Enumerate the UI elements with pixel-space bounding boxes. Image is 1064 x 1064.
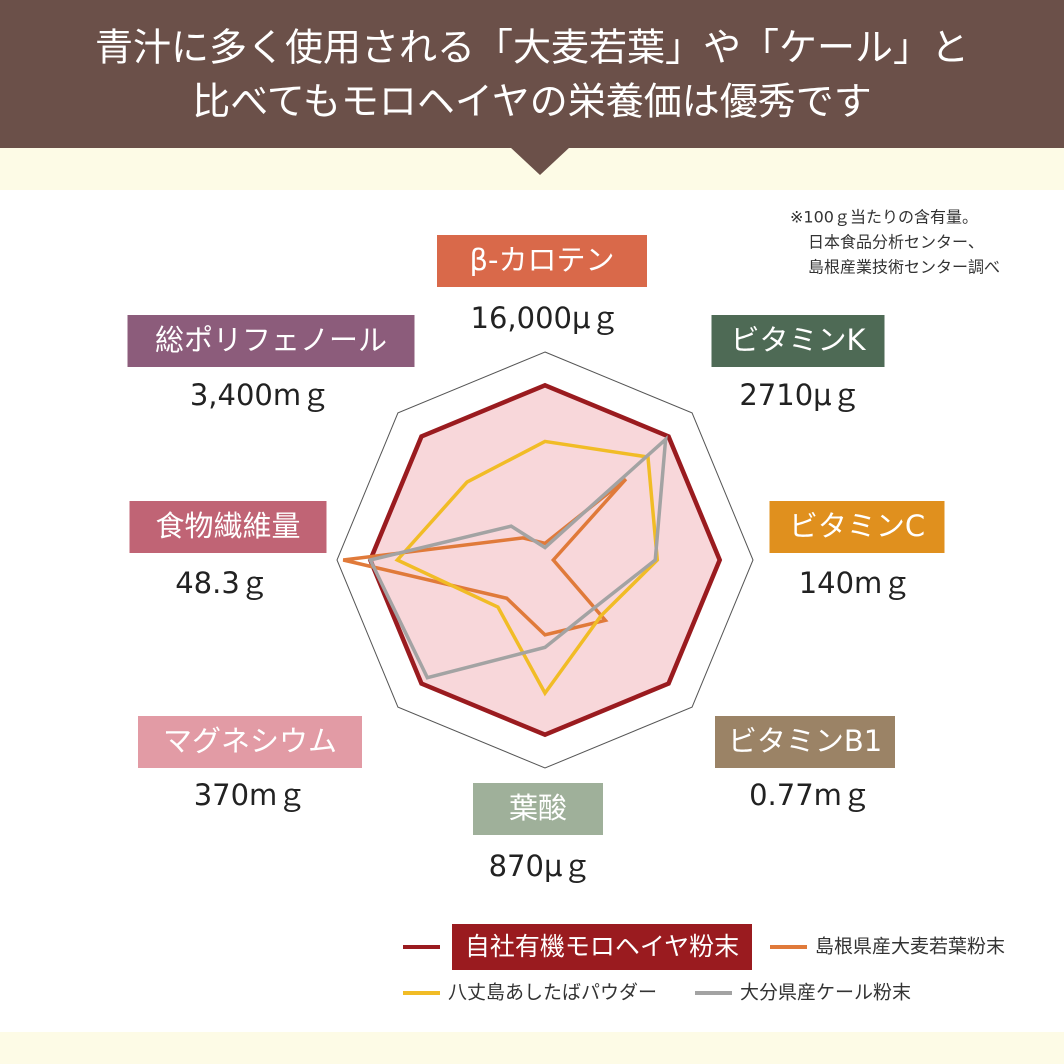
axis-value: 16,000μｇ <box>471 301 620 335</box>
axis-label: ビタミンB1 <box>728 724 882 758</box>
axis-label-box <box>437 235 647 287</box>
axis-label-box <box>711 315 885 367</box>
note-line: ※100ｇ当たりの含有量。 <box>790 208 978 227</box>
legend-label: 自社有機モロヘイヤ粉末 <box>465 932 739 961</box>
axis-label-box <box>129 501 327 553</box>
series-line <box>367 382 723 738</box>
series-line <box>394 439 660 697</box>
axis-label: ビタミンK <box>730 323 866 357</box>
axis-label-box <box>473 783 603 835</box>
axis-label-box <box>715 716 895 768</box>
series-line <box>342 477 628 637</box>
footer-band <box>0 1032 1064 1064</box>
axis-value: 870μｇ <box>489 849 592 883</box>
axis-value: 3,400mｇ <box>190 378 330 412</box>
header <box>0 0 1064 148</box>
axis-label: マグネシウム <box>163 724 337 758</box>
axis-label-box <box>127 315 415 367</box>
axis-value: 140mｇ <box>799 566 912 600</box>
title-line: 比べてもモロヘイヤの栄養価は優秀です <box>192 80 871 124</box>
note-line: 島根産業技術センター調べ <box>808 258 1000 277</box>
note-line: 日本食品分析センター、 <box>808 233 984 252</box>
axis-label-box <box>769 501 945 553</box>
axis-label: β-カロテン <box>470 243 615 277</box>
axis-value: 370mｇ <box>194 778 307 812</box>
title-line: 青汁に多く使用される「大麦若葉」や「ケール」と <box>95 26 969 70</box>
axis-label-box <box>138 716 362 768</box>
axis-label: ビタミンC <box>789 509 925 543</box>
axis-value: 48.3ｇ <box>175 566 269 600</box>
series-line <box>367 435 668 680</box>
axis-label: 総ポリフェノール <box>155 323 387 357</box>
legend-highlight <box>452 924 752 970</box>
legend-label: 島根県産大麦若葉粉末 <box>815 936 1005 958</box>
axis-label: 食物繊維量 <box>155 509 300 543</box>
axis-value: 2710μｇ <box>739 378 860 412</box>
axis-label: 葉酸 <box>509 791 567 825</box>
axis-value: 0.77mｇ <box>749 778 871 812</box>
header-pointer <box>510 147 570 175</box>
radar-frame <box>336 351 754 769</box>
legend-label: 八丈島あしたばパウダー <box>448 982 657 1004</box>
legend-label: 大分県産ケール粉末 <box>740 982 911 1004</box>
